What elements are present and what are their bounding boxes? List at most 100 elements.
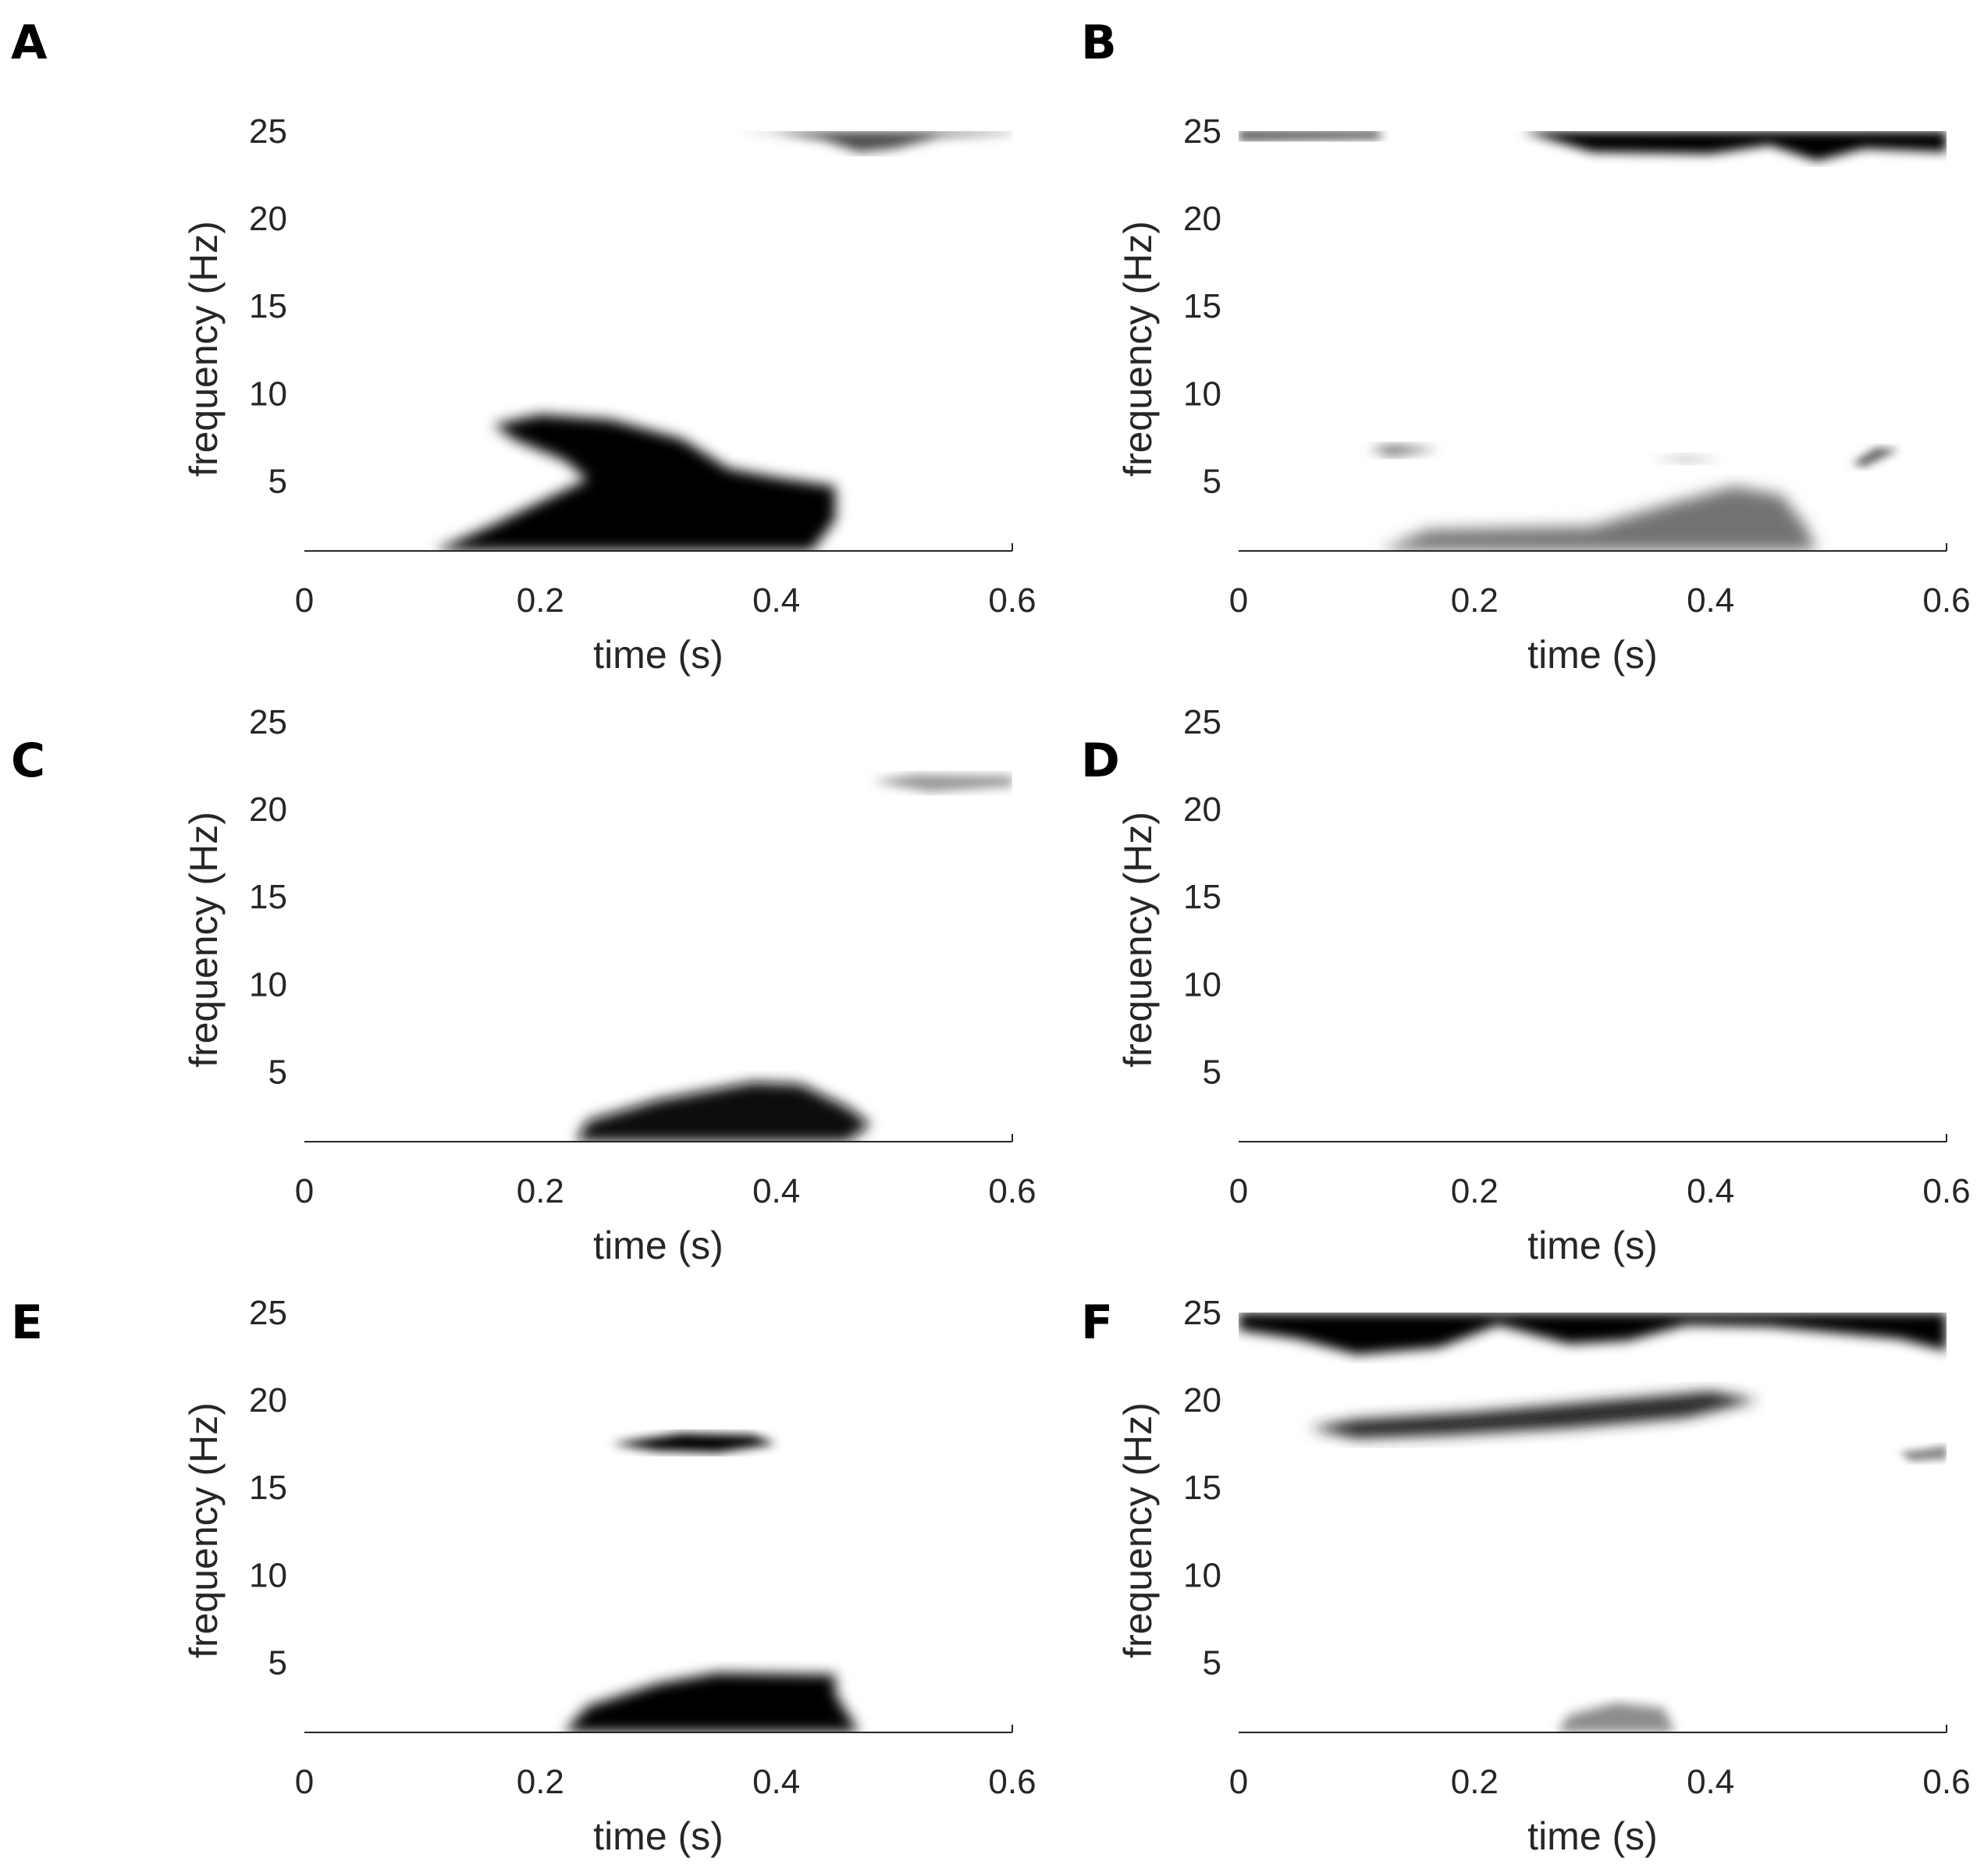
y-tick-label: 5 <box>1203 462 1221 500</box>
x-tick-label: 0 <box>295 581 314 620</box>
y-tick-label: 10 <box>249 1556 287 1594</box>
heatmap-region <box>1899 1445 1947 1462</box>
x-tick-label: 0.4 <box>752 1172 800 1210</box>
y-axis-title: frequency (Hz) <box>182 221 226 477</box>
x-tick-label: 0.2 <box>1451 1172 1499 1210</box>
heatmap-area <box>434 131 1012 551</box>
y-axis-title: frequency (Hz) <box>1116 221 1160 477</box>
panel-b: 0 0.2 0.4 0.6 5 10 15 20 25 time (s) frequency (Hz… <box>1081 16 1971 677</box>
y-tick-label: 25 <box>249 703 287 741</box>
panel-d: 0 0.2 0.4 0.6 5 10 15 20 25 time (s) frequency (Hz… <box>1081 703 1971 1267</box>
y-tick-label: 20 <box>1183 1381 1221 1419</box>
heatmap-region <box>1557 1702 1676 1732</box>
heatmap-area <box>575 774 1012 1142</box>
x-tick-label: 0.2 <box>517 1172 564 1210</box>
y-tick-label: 25 <box>249 112 287 151</box>
y-axis-title: frequency (Hz) <box>1116 1402 1160 1658</box>
heatmap-region <box>564 1672 859 1732</box>
y-axis-title: frequency (Hz) <box>1116 812 1160 1068</box>
heatmap-region <box>870 774 1012 792</box>
x-tick-label: 0.6 <box>1922 1172 1970 1210</box>
x-tick-label: 0 <box>1229 1763 1248 1801</box>
y-tick-label: 10 <box>1183 375 1221 413</box>
x-axis-title: time (s) <box>1527 1814 1658 1858</box>
panel-c: 0 0.2 0.4 0.6 5 10 15 20 25 time (s) frequency (Hz… <box>11 703 1036 1267</box>
y-tick-label: 15 <box>249 287 287 325</box>
y-tick-label: 25 <box>1183 112 1221 151</box>
y-tick-label: 25 <box>1183 1294 1221 1332</box>
y-tick-label: 25 <box>1183 703 1221 741</box>
heatmap-region <box>1239 1313 1947 1355</box>
x-tick-label: 0.6 <box>988 1763 1036 1801</box>
x-tick-label: 0 <box>295 1172 314 1210</box>
x-tick-label: 0.2 <box>1451 1763 1499 1801</box>
heatmap-region <box>1239 131 1381 140</box>
y-tick-label: 5 <box>1203 1053 1221 1091</box>
y-tick-label: 20 <box>249 1381 287 1419</box>
y-tick-label: 10 <box>249 375 287 413</box>
y-axis-title: frequency (Hz) <box>182 812 226 1068</box>
heatmap-area <box>564 1433 859 1732</box>
x-tick-label: 0.4 <box>752 581 800 620</box>
panel-f: 0 0.2 0.4 0.6 5 10 15 20 25 time (s) frequency (Hz… <box>1081 1294 1971 1858</box>
heatmap-area <box>1239 131 1947 551</box>
y-tick-label: 20 <box>249 791 287 829</box>
y-tick-label: 15 <box>249 878 287 916</box>
heatmap-region <box>1652 454 1723 464</box>
x-tick-label: 0 <box>1229 1172 1248 1210</box>
y-tick-label: 15 <box>249 1469 287 1507</box>
y-tick-label: 20 <box>1183 200 1221 238</box>
heatmap-region <box>1380 486 1817 551</box>
x-axis-title: time (s) <box>1527 1224 1658 1267</box>
heatmap-region <box>434 414 836 551</box>
x-tick-label: 0 <box>1229 581 1248 620</box>
x-tick-label: 0.6 <box>988 1172 1036 1210</box>
panel-label: C <box>11 734 45 788</box>
x-tick-label: 0.2 <box>517 1763 564 1801</box>
x-tick-label: 0.4 <box>752 1763 800 1801</box>
y-tick-label: 15 <box>1183 287 1221 325</box>
heatmap-region <box>1852 447 1900 467</box>
y-tick-label: 20 <box>249 200 287 238</box>
y-tick-label: 5 <box>268 1643 287 1682</box>
heatmap-region <box>1309 1391 1758 1439</box>
y-tick-label: 5 <box>268 462 287 500</box>
panel-label: E <box>11 1295 43 1350</box>
x-tick-label: 0.6 <box>1922 581 1970 620</box>
heatmap-region <box>741 131 1012 152</box>
y-tick-label: 20 <box>1183 791 1221 829</box>
y-tick-label: 5 <box>1203 1643 1221 1682</box>
y-axis-title: frequency (Hz) <box>182 1402 226 1658</box>
x-tick-label: 0 <box>295 1763 314 1801</box>
heatmap-region <box>1521 131 1947 162</box>
x-tick-label: 0.2 <box>517 581 564 620</box>
heatmap-region <box>611 1433 777 1453</box>
x-tick-label: 0.2 <box>1451 581 1499 620</box>
x-tick-label: 0.4 <box>1687 1172 1734 1210</box>
x-tick-label: 0.4 <box>1687 581 1734 620</box>
y-tick-label: 10 <box>1183 965 1221 1004</box>
y-tick-label: 10 <box>1183 1556 1221 1594</box>
heatmap-region <box>1368 444 1439 457</box>
y-tick-label: 15 <box>1183 1469 1221 1507</box>
panel-label: B <box>1081 16 1117 70</box>
panel-label: D <box>1081 734 1120 788</box>
y-tick-label: 15 <box>1183 878 1221 916</box>
panel-a: 0 0.2 0.4 0.6 5 10 15 20 25 time (s) frequency (Hz… <box>11 16 1036 677</box>
y-tick-label: 25 <box>249 1294 287 1332</box>
x-axis-title: time (s) <box>593 1814 724 1858</box>
x-tick-label: 0.4 <box>1687 1763 1734 1801</box>
panel-label: F <box>1081 1295 1113 1350</box>
y-tick-label: 10 <box>249 965 287 1004</box>
heatmap-area <box>1239 1313 1947 1732</box>
x-tick-label: 0.6 <box>1922 1763 1970 1801</box>
x-axis-title: time (s) <box>1527 633 1658 677</box>
x-axis-title: time (s) <box>593 633 724 677</box>
x-axis-title: time (s) <box>593 1224 724 1267</box>
x-tick-label: 0.6 <box>988 581 1036 620</box>
panel-label: A <box>11 16 48 70</box>
y-tick-label: 5 <box>268 1053 287 1091</box>
panel-e: 0 0.2 0.4 0.6 5 10 15 20 25 time (s) frequency (Hz… <box>11 1294 1036 1858</box>
heatmap-region <box>575 1082 871 1142</box>
